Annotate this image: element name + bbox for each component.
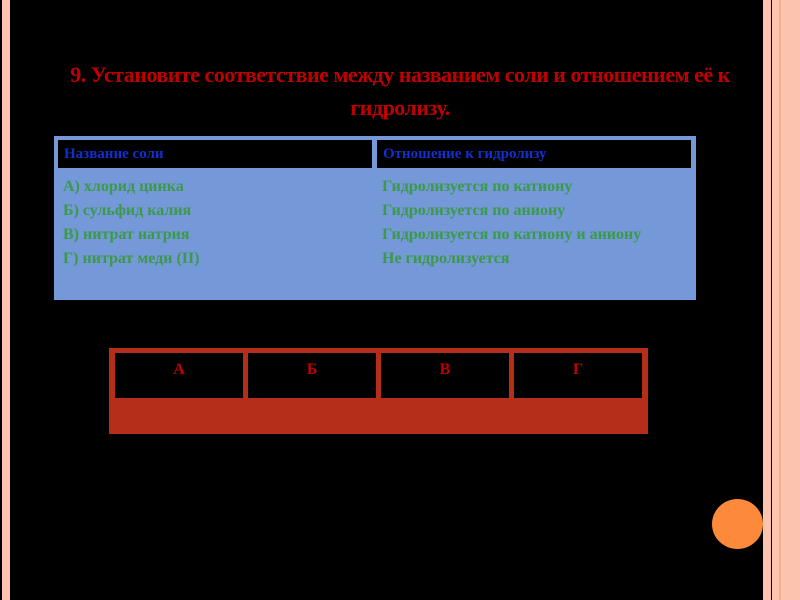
relation-item: Гидролизуется по катиону и аниону — [382, 226, 642, 243]
relations-column: Гидролизуется по катиону Гидролизуется п… — [382, 175, 652, 271]
slide-title: 9. Установите соответствие между названи… — [70, 62, 730, 120]
answer-header-a: А — [115, 353, 243, 398]
answer-header-v: В — [381, 353, 509, 398]
right-decor-line — [771, 0, 772, 600]
relation-item: Не гидролизуется — [382, 250, 510, 267]
salt-item: Б) сульфид калия — [63, 202, 192, 219]
answer-header-b: Б — [248, 353, 376, 398]
salt-item: В) нитрат натрия — [63, 226, 190, 243]
salt-item: Г) нитрат меди (II) — [63, 250, 200, 267]
salt-item: А) хлорид цинка — [63, 178, 184, 195]
salts-column: А) хлорид цинка Б) сульфид калия В) нитр… — [63, 175, 200, 271]
answer-header-g: Г — [514, 353, 642, 398]
left-decor-strip — [2, 0, 10, 600]
header-salt-name: Название соли — [58, 140, 372, 168]
relation-item: Гидролизуется по аниону — [382, 202, 566, 219]
orange-circle-decor — [712, 499, 763, 549]
matching-table: Название соли Отношение к гидролизу А) х… — [54, 136, 696, 300]
relation-item: Гидролизуется по катиону — [382, 178, 573, 195]
answer-table: А Б В Г — [109, 348, 648, 434]
right-decor-panel — [763, 0, 800, 600]
right-decor-line — [779, 0, 781, 600]
header-hydrolysis: Отношение к гидролизу — [377, 140, 691, 168]
